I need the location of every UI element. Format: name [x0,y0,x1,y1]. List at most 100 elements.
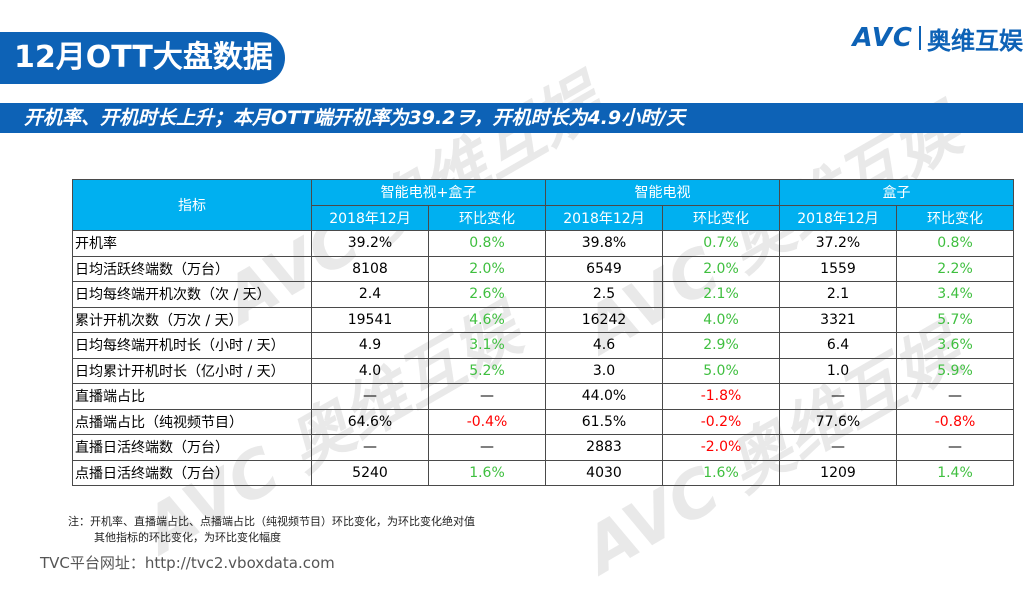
value-cell: 2.5 [545,281,663,308]
subheader-month: 2018年12月 [311,204,429,231]
table-row: 累计开机次数（万次 / 天） 19541 4.6% 16242 4.0% 3321 5.7% [72,306,1014,333]
change-cell: 1.6% [662,459,780,486]
footnote-line: 注：开机率、直播端占比、点播端占比（纯视频节目）环比变化，为环比变化绝对值 [68,515,475,528]
table-row: 日均每终端开机次数（次 / 天） 2.4 2.6% 2.5 2.1% 2.1 3.4% [72,281,1014,308]
change-cell: 4.0% [662,306,780,333]
platform-url: TVC平台网址：http://tvc2.vboxdata.com [40,554,335,572]
indicator-name: 日均每终端开机次数（次 / 天） [72,281,312,308]
indicator-name: 累计开机次数（万次 / 天） [72,306,312,333]
indicator-name: 直播日活终端数（万台） [72,434,312,461]
footnote-line: 其他指标的环比变化，为环比变化幅度 [94,531,281,544]
group-header: 盒子 [779,179,1014,206]
footnote: 注：开机率、直播端占比、点播端占比（纯视频节目）环比变化，为环比变化绝对值 其他… [68,514,475,546]
indicator-header: 指标 [72,179,312,231]
change-cell: — [428,434,546,461]
change-cell: -2.0% [662,434,780,461]
value-cell: 19541 [311,306,429,333]
change-cell: 1.4% [896,459,1014,486]
value-cell: 3321 [779,306,897,333]
change-cell: 5.7% [896,306,1014,333]
change-cell: 2.1% [662,281,780,308]
change-cell: 3.1% [428,332,546,359]
value-cell: 4030 [545,459,663,486]
change-cell: 2.0% [662,255,780,282]
change-cell: 0.8% [896,230,1014,257]
indicator-name: 点播端占比（纯视频节目） [72,408,312,435]
page-title: 12月OTT大盘数据 [0,32,285,84]
group-header: 智能电视+盒子 [311,179,546,206]
value-cell: 4.6 [545,332,663,359]
value-cell: 3.0 [545,357,663,384]
group-header: 智能电视 [545,179,780,206]
indicator-name: 点播日活终端数（万台） [72,459,312,486]
change-cell: 2.9% [662,332,780,359]
value-cell: 37.2% [779,230,897,257]
change-cell: — [896,383,1014,410]
table-row: 日均累计开机时长（亿小时 / 天） 4.0 5.2% 3.0 5.0% 1.0 5.9% [72,357,1014,384]
change-cell: 2.0% [428,255,546,282]
value-cell: 8108 [311,255,429,282]
indicator-name: 日均累计开机时长（亿小时 / 天） [72,357,312,384]
change-cell: — [428,383,546,410]
change-cell: -0.2% [662,408,780,435]
indicator-name: 日均每终端开机时长（小时 / 天） [72,332,312,359]
value-cell: 5240 [311,459,429,486]
change-cell: 3.4% [896,281,1014,308]
value-cell: 64.6% [311,408,429,435]
ott-data-table: 指标 智能电视+盒子 智能电视 盒子 2018年12月 环比变化 2018年12… [72,179,1014,486]
logo-divider [919,26,921,50]
change-cell: -1.8% [662,383,780,410]
table-subheader-row: 2018年12月 环比变化 2018年12月 环比变化 2018年12月 环比变… [73,204,1014,231]
change-cell: -0.8% [896,408,1014,435]
value-cell: 1209 [779,459,897,486]
value-cell: 2.1 [779,281,897,308]
table-row: 直播端占比 — —44.0% -1.8% — — [72,383,1014,410]
value-cell: 77.6% [779,408,897,435]
value-cell: 39.8% [545,230,663,257]
value-cell: — [779,434,897,461]
value-cell: 16242 [545,306,663,333]
value-cell: 2883 [545,434,663,461]
value-cell: 1559 [779,255,897,282]
subheader-month: 2018年12月 [779,204,897,231]
change-cell: 0.8% [428,230,546,257]
subheader-change: 环比变化 [896,204,1014,231]
value-cell: 4.0 [311,357,429,384]
brand-logo: AVC 奥维互娱 [852,22,1023,55]
change-cell: 5.0% [662,357,780,384]
value-cell: — [311,383,429,410]
table-header-row: 指标 智能电视+盒子 智能电视 盒子 [72,179,1014,231]
value-cell: 61.5% [545,408,663,435]
value-cell: 39.2% [311,230,429,257]
value-cell: 2.4 [311,281,429,308]
change-cell: 4.6% [428,306,546,333]
subheader-month: 2018年12月 [545,204,663,231]
subtitle-banner: 开机率、开机时长上升；本月OTT端开机率为39.2ヲ，开机时长为4.9小时/天 [0,103,1023,133]
value-cell: 4.9 [311,332,429,359]
change-cell: 5.9% [896,357,1014,384]
logo-cn-text: 奥维互娱 [927,26,1023,55]
table-row: 直播日活终端数（万台） — —2883 -2.0% — — [72,434,1014,461]
subheader-change: 环比变化 [428,204,546,231]
indicator-name: 开机率 [72,230,312,257]
value-cell: — [779,383,897,410]
value-cell: 1.0 [779,357,897,384]
value-cell: — [311,434,429,461]
change-cell: 2.2% [896,255,1014,282]
value-cell: 6.4 [779,332,897,359]
change-cell: — [896,434,1014,461]
subheader-change: 环比变化 [662,204,780,231]
table-row: 日均活跃终端数（万台） 8108 2.0% 6549 2.0% 1559 2.2% [72,255,1014,282]
indicator-name: 直播端占比 [72,383,312,410]
table-row: 日均每终端开机时长（小时 / 天） 4.9 3.1% 4.6 2.9% 6.4 3.6% [72,332,1014,359]
value-cell: 6549 [545,255,663,282]
table-row: 点播端占比（纯视频节目） 64.6% -0.4% 61.5% -0.2% 77.6% -0.… [72,408,1014,435]
change-cell: 1.6% [428,459,546,486]
change-cell: 5.2% [428,357,546,384]
table-row: 开机率 39.2% 0.8% 39.8% 0.7% 37.2% 0.8% [72,230,1014,257]
change-cell: 3.6% [896,332,1014,359]
value-cell: 44.0% [545,383,663,410]
table-row: 点播日活终端数（万台） 5240 1.6% 4030 1.6% 1209 1.4% [72,459,1014,486]
logo-avc-text: AVC [852,23,913,53]
change-cell: -0.4% [428,408,546,435]
